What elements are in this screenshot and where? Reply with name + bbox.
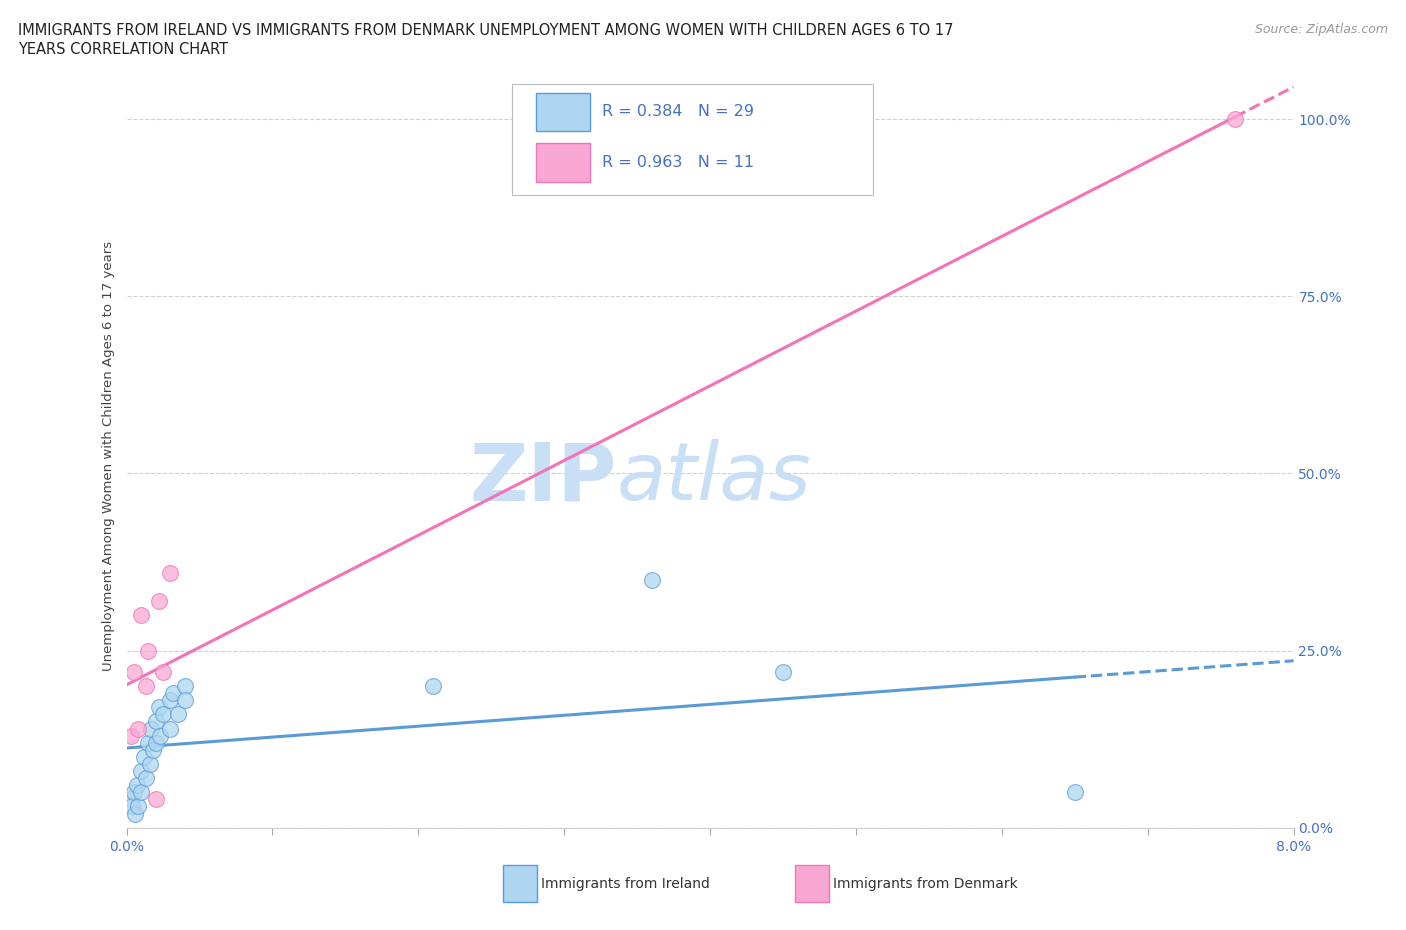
Point: [120, 728, 142, 743]
Y-axis label: Unemployment Among Women with Children Ages 6 to 17 years: Unemployment Among Women with Children A…: [103, 241, 115, 671]
Point: [152, 707, 174, 722]
FancyBboxPatch shape: [536, 143, 591, 182]
Point: [129, 785, 152, 800]
Text: Immigrants from Denmark: Immigrants from Denmark: [832, 876, 1018, 891]
Text: R = 0.963   N = 11: R = 0.963 N = 11: [602, 155, 754, 170]
Point: [142, 742, 165, 757]
Point: [1223, 112, 1247, 126]
FancyBboxPatch shape: [512, 84, 873, 195]
Point: [121, 799, 143, 814]
Point: [1063, 785, 1085, 800]
Point: [127, 799, 149, 814]
Point: [132, 750, 155, 764]
Text: Immigrants from Ireland: Immigrants from Ireland: [541, 876, 710, 891]
Point: [129, 607, 152, 622]
Point: [120, 792, 142, 807]
Point: [134, 771, 156, 786]
Text: IMMIGRANTS FROM IRELAND VS IMMIGRANTS FROM DENMARK UNEMPLOYMENT AMONG WOMEN WITH: IMMIGRANTS FROM IRELAND VS IMMIGRANTS FR…: [18, 23, 953, 38]
Point: [152, 664, 174, 679]
Point: [134, 679, 156, 694]
Point: [148, 699, 170, 714]
Point: [127, 721, 149, 736]
Text: YEARS CORRELATION CHART: YEARS CORRELATION CHART: [18, 42, 228, 57]
Point: [129, 764, 152, 778]
Text: R = 0.384   N = 29: R = 0.384 N = 29: [602, 104, 754, 119]
Point: [141, 721, 163, 736]
Point: [138, 736, 160, 751]
Point: [138, 644, 160, 658]
Point: [125, 777, 148, 792]
Point: [145, 792, 167, 807]
Point: [174, 693, 197, 708]
Point: [124, 806, 146, 821]
Point: [149, 728, 172, 743]
Text: ZIP: ZIP: [470, 439, 617, 517]
Point: [145, 736, 167, 751]
FancyBboxPatch shape: [503, 865, 537, 902]
FancyBboxPatch shape: [796, 865, 830, 902]
Point: [159, 721, 181, 736]
Point: [159, 693, 181, 708]
Point: [422, 679, 444, 694]
Point: [162, 685, 184, 700]
Point: [122, 785, 145, 800]
FancyBboxPatch shape: [536, 93, 591, 131]
Point: [148, 593, 170, 608]
Point: [174, 679, 197, 694]
Point: [772, 664, 794, 679]
Point: [139, 756, 162, 771]
Point: [145, 714, 167, 729]
Text: atlas: atlas: [617, 439, 811, 517]
Point: [640, 572, 664, 587]
Point: [166, 707, 188, 722]
Point: [122, 664, 145, 679]
Point: [159, 565, 181, 580]
Text: Source: ZipAtlas.com: Source: ZipAtlas.com: [1254, 23, 1388, 36]
